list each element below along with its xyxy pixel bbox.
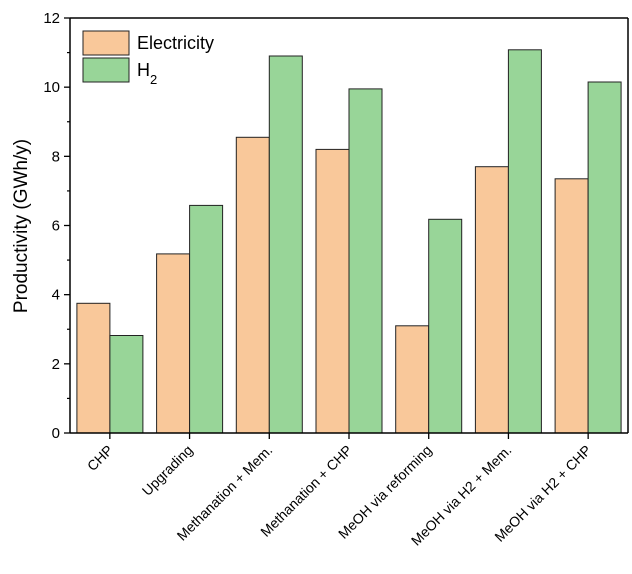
y-tick-label: 6 bbox=[52, 218, 60, 235]
y-tick-label: 2 bbox=[52, 356, 60, 373]
bar-h-7 bbox=[587, 81, 622, 434]
bar-electricity-4 bbox=[315, 148, 350, 434]
bar-electricity-5 bbox=[395, 325, 430, 434]
x-tick-label: CHP bbox=[84, 442, 116, 474]
bar-electricity-1 bbox=[76, 302, 111, 434]
bar-electricity-3 bbox=[235, 136, 270, 434]
bar-h-5 bbox=[428, 218, 463, 434]
x-tick-label: Upgrading bbox=[139, 442, 196, 499]
bar-h-2 bbox=[189, 204, 224, 434]
bar-h-6 bbox=[507, 49, 542, 434]
y-tick-label: 10 bbox=[43, 79, 60, 96]
y-tick-label: 12 bbox=[43, 10, 60, 27]
legend-label-electricity: Electricity bbox=[137, 33, 214, 53]
bar-h-1 bbox=[109, 335, 144, 434]
bar-h-4 bbox=[348, 88, 383, 434]
y-tick-label: 4 bbox=[52, 287, 60, 304]
bar-electricity-6 bbox=[474, 166, 509, 434]
bars-group bbox=[76, 49, 622, 434]
legend-swatch-h bbox=[82, 57, 130, 83]
y-ticks-group: 0 2 4 6 8 10 12 bbox=[43, 10, 70, 442]
bar-h-3 bbox=[268, 55, 303, 434]
bar-electricity-2 bbox=[156, 253, 191, 434]
bar-electricity-7 bbox=[554, 178, 589, 434]
y-tick-label: 0 bbox=[52, 425, 60, 442]
y-axis-title: Productivity (GWh/y) bbox=[11, 139, 32, 313]
legend-swatch-electricity bbox=[82, 30, 130, 56]
y-tick-label: 8 bbox=[52, 148, 60, 165]
legend-label-h: H2 bbox=[137, 60, 157, 87]
legend: Electricity H2 bbox=[82, 30, 214, 87]
